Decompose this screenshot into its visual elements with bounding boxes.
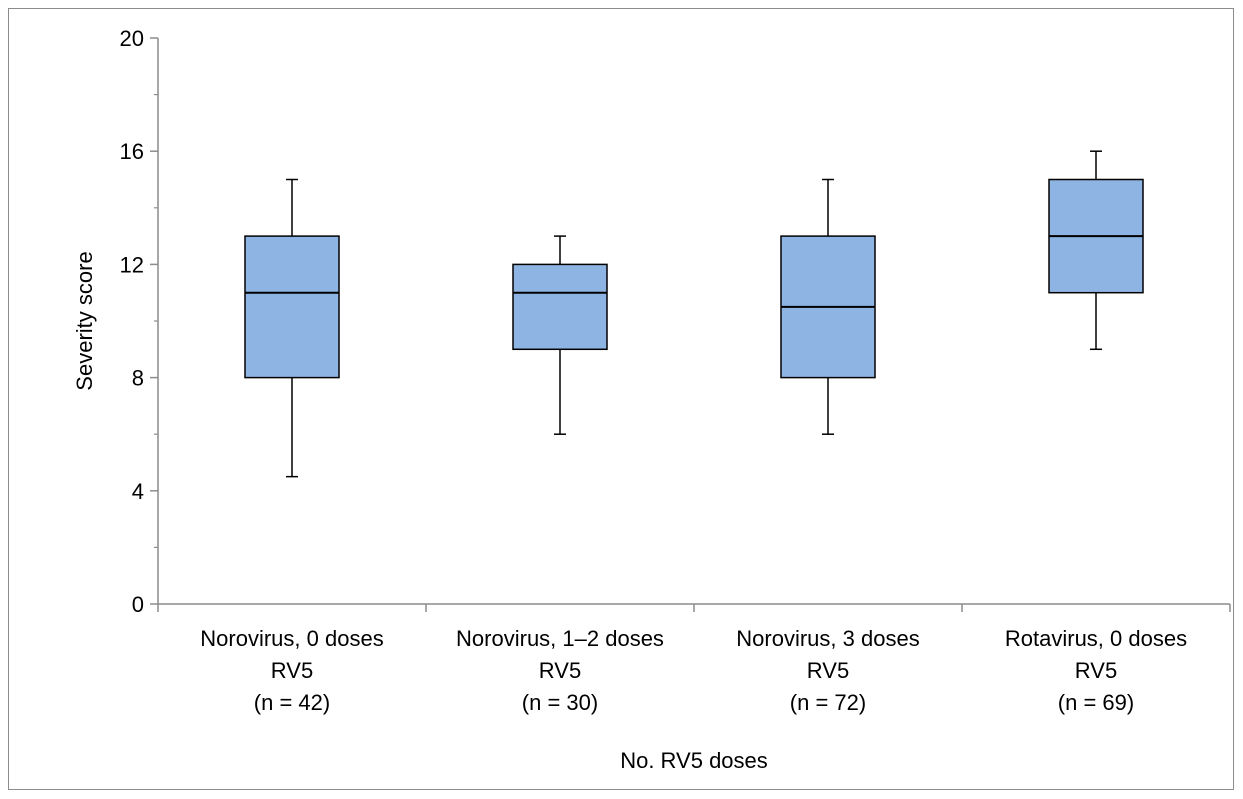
chart-frame [8, 8, 1234, 790]
box-4 [1048, 150, 1144, 351]
category-label-line: Rotavirus, 0 doses [1005, 626, 1187, 651]
category-label-line: RV5 [807, 658, 849, 683]
y-tick-label: 20 [120, 26, 144, 51]
interquartile-box [512, 263, 608, 351]
category-label-line: Norovirus, 0 doses [200, 626, 383, 651]
category-label-line: (n = 30) [522, 690, 598, 715]
category-label-line: Norovirus, 1–2 doses [456, 626, 664, 651]
box-3 [780, 178, 876, 435]
y-tick-label: 4 [132, 479, 144, 504]
category-label-line: (n = 42) [254, 690, 330, 715]
y-tick-label: 12 [120, 252, 144, 277]
x-axis-title: No. RV5 doses [620, 748, 768, 773]
category-label-line: Norovirus, 3 doses [736, 626, 919, 651]
category-label-line: RV5 [539, 658, 581, 683]
y-tick-label: 0 [132, 592, 144, 617]
interquartile-box [244, 235, 340, 379]
boxes [244, 150, 1144, 478]
box-2 [512, 235, 608, 435]
category-label-line: RV5 [271, 658, 313, 683]
x-axis: Norovirus, 0 doses RV5 (n = 42) Norovirus, … [157, 603, 1231, 715]
y-tick-label: 8 [132, 366, 144, 391]
box-1 [244, 178, 340, 478]
category-label-line: RV5 [1075, 658, 1117, 683]
y-tick-label: 16 [120, 139, 144, 164]
y-axis: 0 4 8 12 16 20 [120, 26, 159, 617]
y-axis-title: Severity score [72, 251, 97, 390]
category-label-line: (n = 69) [1058, 690, 1134, 715]
category-label-line: (n = 72) [790, 690, 866, 715]
